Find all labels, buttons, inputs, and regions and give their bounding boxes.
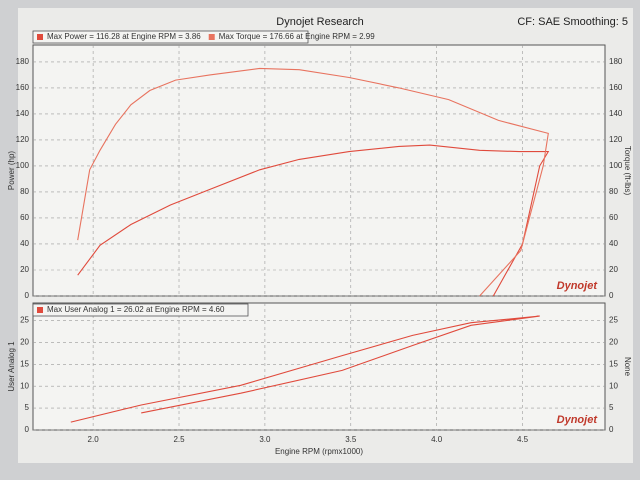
data-line bbox=[70, 315, 540, 423]
legend-entry: Max User Analog 1 = 26.02 at Engine RPM … bbox=[47, 305, 225, 314]
y-tick-label: 15 bbox=[20, 359, 29, 368]
y-tick-label: 160 bbox=[16, 83, 30, 92]
legend-entry: Max Power = 116.28 at Engine RPM = 3.86 bbox=[47, 32, 201, 41]
y-tick-label: 0 bbox=[25, 425, 30, 434]
y2-tick-label: 25 bbox=[609, 316, 618, 325]
plot-frame bbox=[32, 44, 606, 297]
y-tick-label: 60 bbox=[20, 213, 29, 222]
y2-axis-label: Torque (ft-lbs) bbox=[623, 146, 632, 196]
y2-tick-label: 10 bbox=[609, 381, 618, 390]
x-tick-label: 3.5 bbox=[345, 435, 357, 444]
y-tick-label: 0 bbox=[25, 291, 30, 300]
y2-tick-label: 0 bbox=[609, 291, 614, 300]
plot-frame bbox=[32, 302, 606, 431]
legend-swatch bbox=[37, 34, 43, 40]
y2-tick-label: 20 bbox=[609, 265, 618, 274]
y2-tick-label: 40 bbox=[609, 239, 618, 248]
y2-tick-label: 0 bbox=[609, 425, 614, 434]
watermark: Dynojet bbox=[557, 414, 599, 426]
y2-tick-label: 15 bbox=[609, 359, 618, 368]
y2-tick-label: 80 bbox=[609, 187, 618, 196]
data-line bbox=[77, 67, 549, 297]
y-tick-label: 80 bbox=[20, 187, 29, 196]
x-tick-label: 4.0 bbox=[431, 435, 443, 444]
y2-tick-label: 60 bbox=[609, 213, 618, 222]
x-tick-label: 4.5 bbox=[517, 435, 529, 444]
y2-tick-label: 120 bbox=[609, 135, 623, 144]
y2-axis-label: None bbox=[623, 357, 632, 377]
y2-tick-label: 100 bbox=[609, 161, 623, 170]
y2-tick-label: 140 bbox=[609, 109, 623, 118]
legend-swatch bbox=[208, 34, 215, 40]
annotation: CF: SAE Smoothing: 5 bbox=[517, 16, 628, 28]
x-tick-label: 2.0 bbox=[88, 435, 100, 444]
y-tick-label: 10 bbox=[20, 381, 29, 390]
y-tick-label: 20 bbox=[20, 265, 29, 274]
watermark: Dynojet bbox=[557, 280, 599, 292]
legend-swatch bbox=[37, 307, 43, 313]
legend-box bbox=[32, 30, 309, 44]
y2-tick-label: 20 bbox=[609, 338, 618, 347]
x-tick-label: 2.5 bbox=[173, 435, 185, 444]
y-tick-label: 140 bbox=[16, 109, 30, 118]
x-tick-label: 3.0 bbox=[259, 435, 271, 444]
legend-box bbox=[32, 303, 249, 317]
y-tick-label: 40 bbox=[20, 239, 29, 248]
y-axis-label: Power (hp) bbox=[7, 151, 16, 190]
y-tick-label: 20 bbox=[20, 338, 29, 347]
chart-title: Dynojet Research bbox=[276, 16, 363, 28]
y2-tick-label: 160 bbox=[609, 83, 623, 92]
y2-tick-label: 5 bbox=[609, 403, 614, 412]
y-tick-label: 5 bbox=[25, 403, 30, 412]
y-axis-label: User Analog 1 bbox=[7, 341, 16, 392]
y2-tick-label: 180 bbox=[609, 57, 623, 66]
x-axis-label: Engine RPM (rpmx1000) bbox=[275, 447, 363, 456]
legend-entry: Max Torque = 176.66 at Engine RPM = 2.99 bbox=[219, 32, 376, 41]
y-tick-label: 180 bbox=[16, 57, 30, 66]
y-tick-label: 25 bbox=[20, 316, 29, 325]
y-tick-label: 120 bbox=[16, 135, 30, 144]
y-tick-label: 100 bbox=[16, 161, 30, 170]
